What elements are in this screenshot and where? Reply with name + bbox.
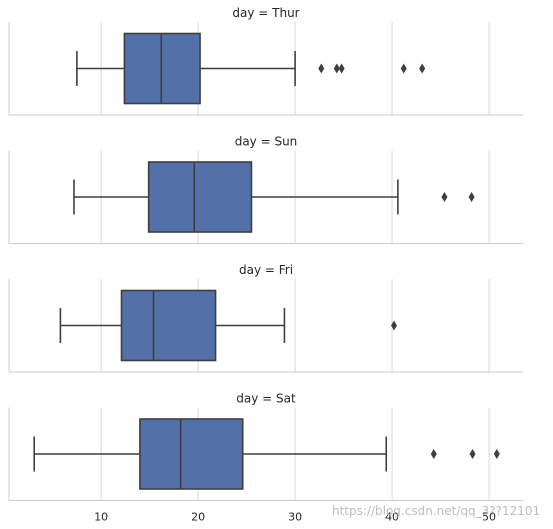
outlier-point [469,449,476,459]
outlier-point [318,63,325,74]
iqr-box [123,32,201,105]
x-tick-label: 40 [385,511,399,524]
panel-title: day = Sat [236,392,296,406]
outlier-point [430,449,437,459]
watermark: https://blog.csdn.net/qq_3??12101 [332,504,540,518]
panel-2: day = Sun [8,135,523,244]
panel-title: day = Fri [239,263,293,277]
outlier-point [493,449,500,459]
outlier-point [400,63,407,74]
x-axis: 10 20 30 40 50 [94,511,496,524]
outlier-point [468,192,475,202]
panel-title: day = Thur [232,6,299,20]
x-tick-label: 20 [191,511,205,524]
x-tick-label: 50 [482,511,496,524]
outlier-point [391,320,398,331]
outlier-point [441,192,448,202]
x-tick-label: 30 [288,511,302,524]
x-tick-label: 10 [94,511,108,524]
outlier-point [338,63,345,74]
panel-3: day = Fri [8,263,523,373]
outlier-point [419,63,426,74]
panel-title: day = Sun [235,135,298,149]
iqr-box [147,161,253,233]
panel-4: day = Sat [8,392,523,501]
iqr-box [120,289,217,362]
panel-1: day = Thur [8,6,523,116]
facet-panels: day = Thur day = Sun day = Fri day = Sat [8,6,523,501]
outlier-point [333,63,340,74]
iqr-box [139,418,244,490]
